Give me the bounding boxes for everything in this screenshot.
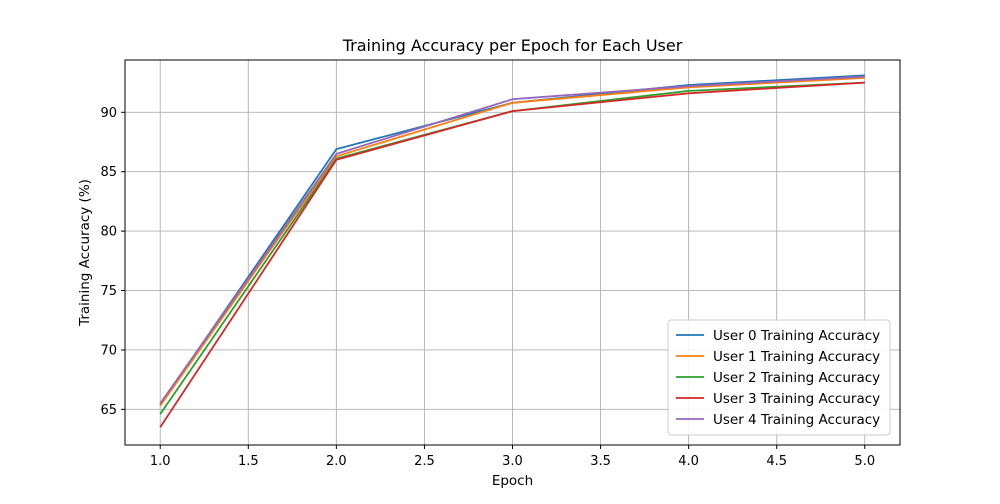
x-tick-label: 5.0 [854, 454, 875, 469]
x-tick-label: 4.0 [678, 454, 699, 469]
axis-ticks: 1.0 1.5 2.0 2.5 3.0 3.5 4.0 4.5 5.0 65 70 75 80 85 90 [100, 106, 875, 469]
legend-box [667, 319, 891, 436]
legend-label: User 0 Training Accuracy [713, 328, 880, 344]
x-tick-label: 2.0 [326, 454, 347, 469]
y-tick-label: 65 [100, 403, 117, 418]
series-line-user-4 [159, 75, 865, 404]
x-tick-label: 3.0 [502, 454, 523, 469]
legend: User 0 Training Accuracy User 1 Training … [667, 319, 891, 436]
y-tick-label: 80 [100, 225, 117, 240]
series-line-user-3 [159, 81, 865, 428]
y-tick-label: 85 [100, 165, 117, 180]
legend-label: User 3 Training Accuracy [713, 391, 880, 407]
y-tick-label: 90 [100, 106, 117, 121]
series-line-user-1 [159, 76, 865, 407]
x-axis-title: Epoch [492, 473, 533, 489]
legend-label: User 1 Training Accuracy [713, 349, 880, 365]
x-tick-label: 4.5 [766, 454, 787, 469]
x-tick-label: 1.0 [150, 454, 171, 469]
chart-title: Training Accuracy per Epoch for Each Use… [342, 36, 683, 55]
legend-label: User 2 Training Accuracy [713, 370, 880, 386]
legend-label: User 4 Training Accuracy [713, 412, 880, 428]
y-axis-title: Training Accuracy (%) [77, 179, 93, 327]
x-tick-label: 3.5 [590, 454, 611, 469]
y-tick-label: 70 [100, 343, 117, 358]
y-tick-label: 75 [100, 284, 117, 299]
series-lines [159, 74, 865, 428]
x-tick-label: 2.5 [414, 454, 435, 469]
x-tick-label: 1.5 [238, 454, 259, 469]
